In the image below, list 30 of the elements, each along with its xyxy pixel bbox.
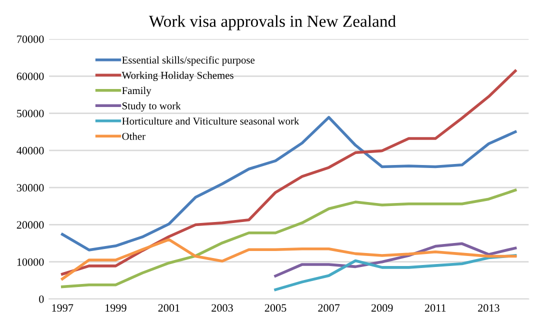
x-tick-label: 1997 [52,304,74,312]
line-series [60,70,517,276]
x-tick-label: 2013 [478,304,500,312]
line-series [274,242,517,278]
y-tick-label: 0 [39,295,44,303]
y-tick-label: 10000 [17,258,44,266]
x-tick-label: 2001 [158,304,180,312]
legend-label: Essential skills/specific purpose [122,56,255,66]
y-tick-label: 70000 [17,35,44,43]
y-tick-label: 50000 [17,110,44,118]
legend-label: Study to work [122,102,181,112]
legend-label: Other [122,132,146,140]
line-series [274,254,517,292]
x-tick-label: 1999 [106,304,126,312]
x-tick-label: 2005 [264,304,286,312]
x-tick-label: 2003 [212,304,233,312]
legend-label: Family [122,86,152,96]
y-tick-label: 40000 [16,146,44,154]
y-tick-label: 20000 [16,221,44,229]
chart-title: Work visa approvals in New Zealand [148,15,396,30]
x-tick-label: 2009 [371,304,393,312]
x-tick-label: 2007 [318,304,340,312]
y-tick-label: 60000 [16,72,44,80]
line-series [60,116,517,252]
legend-label: Horticulture and Viticulture seasonal work [122,117,300,125]
line-series [60,238,517,280]
y-tick-label: 30000 [16,184,44,192]
legend-label: Working Holiday Schemes [122,72,234,81]
x-tick-label: 2011 [424,304,446,312]
line-series [60,188,517,288]
